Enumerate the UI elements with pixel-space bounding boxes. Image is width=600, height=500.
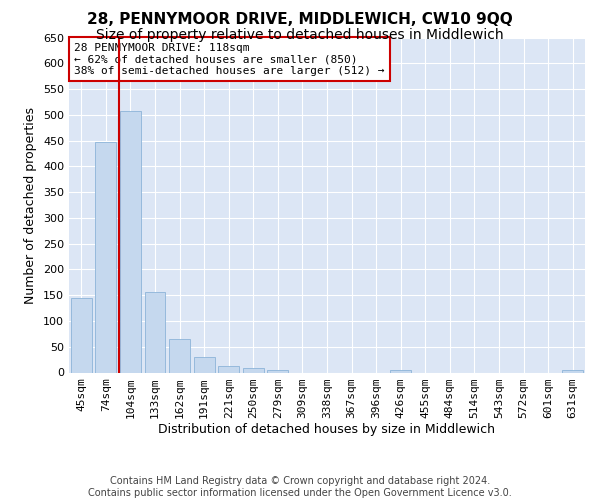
X-axis label: Distribution of detached houses by size in Middlewich: Distribution of detached houses by size … bbox=[158, 424, 496, 436]
Bar bbox=[562, 370, 583, 372]
Bar bbox=[145, 292, 166, 372]
Text: Size of property relative to detached houses in Middlewich: Size of property relative to detached ho… bbox=[96, 28, 504, 42]
Bar bbox=[194, 357, 215, 372]
Text: 28, PENNYMOOR DRIVE, MIDDLEWICH, CW10 9QQ: 28, PENNYMOOR DRIVE, MIDDLEWICH, CW10 9Q… bbox=[87, 12, 513, 28]
Text: Contains HM Land Registry data © Crown copyright and database right 2024.
Contai: Contains HM Land Registry data © Crown c… bbox=[88, 476, 512, 498]
Bar bbox=[71, 298, 92, 372]
Bar bbox=[120, 111, 141, 372]
Bar bbox=[169, 339, 190, 372]
Bar bbox=[95, 142, 116, 372]
Bar bbox=[268, 370, 289, 372]
Bar bbox=[390, 370, 411, 372]
Y-axis label: Number of detached properties: Number of detached properties bbox=[25, 106, 37, 304]
Text: 28 PENNYMOOR DRIVE: 118sqm
← 62% of detached houses are smaller (850)
38% of sem: 28 PENNYMOOR DRIVE: 118sqm ← 62% of deta… bbox=[74, 42, 385, 76]
Bar bbox=[218, 366, 239, 372]
Bar bbox=[243, 368, 264, 372]
